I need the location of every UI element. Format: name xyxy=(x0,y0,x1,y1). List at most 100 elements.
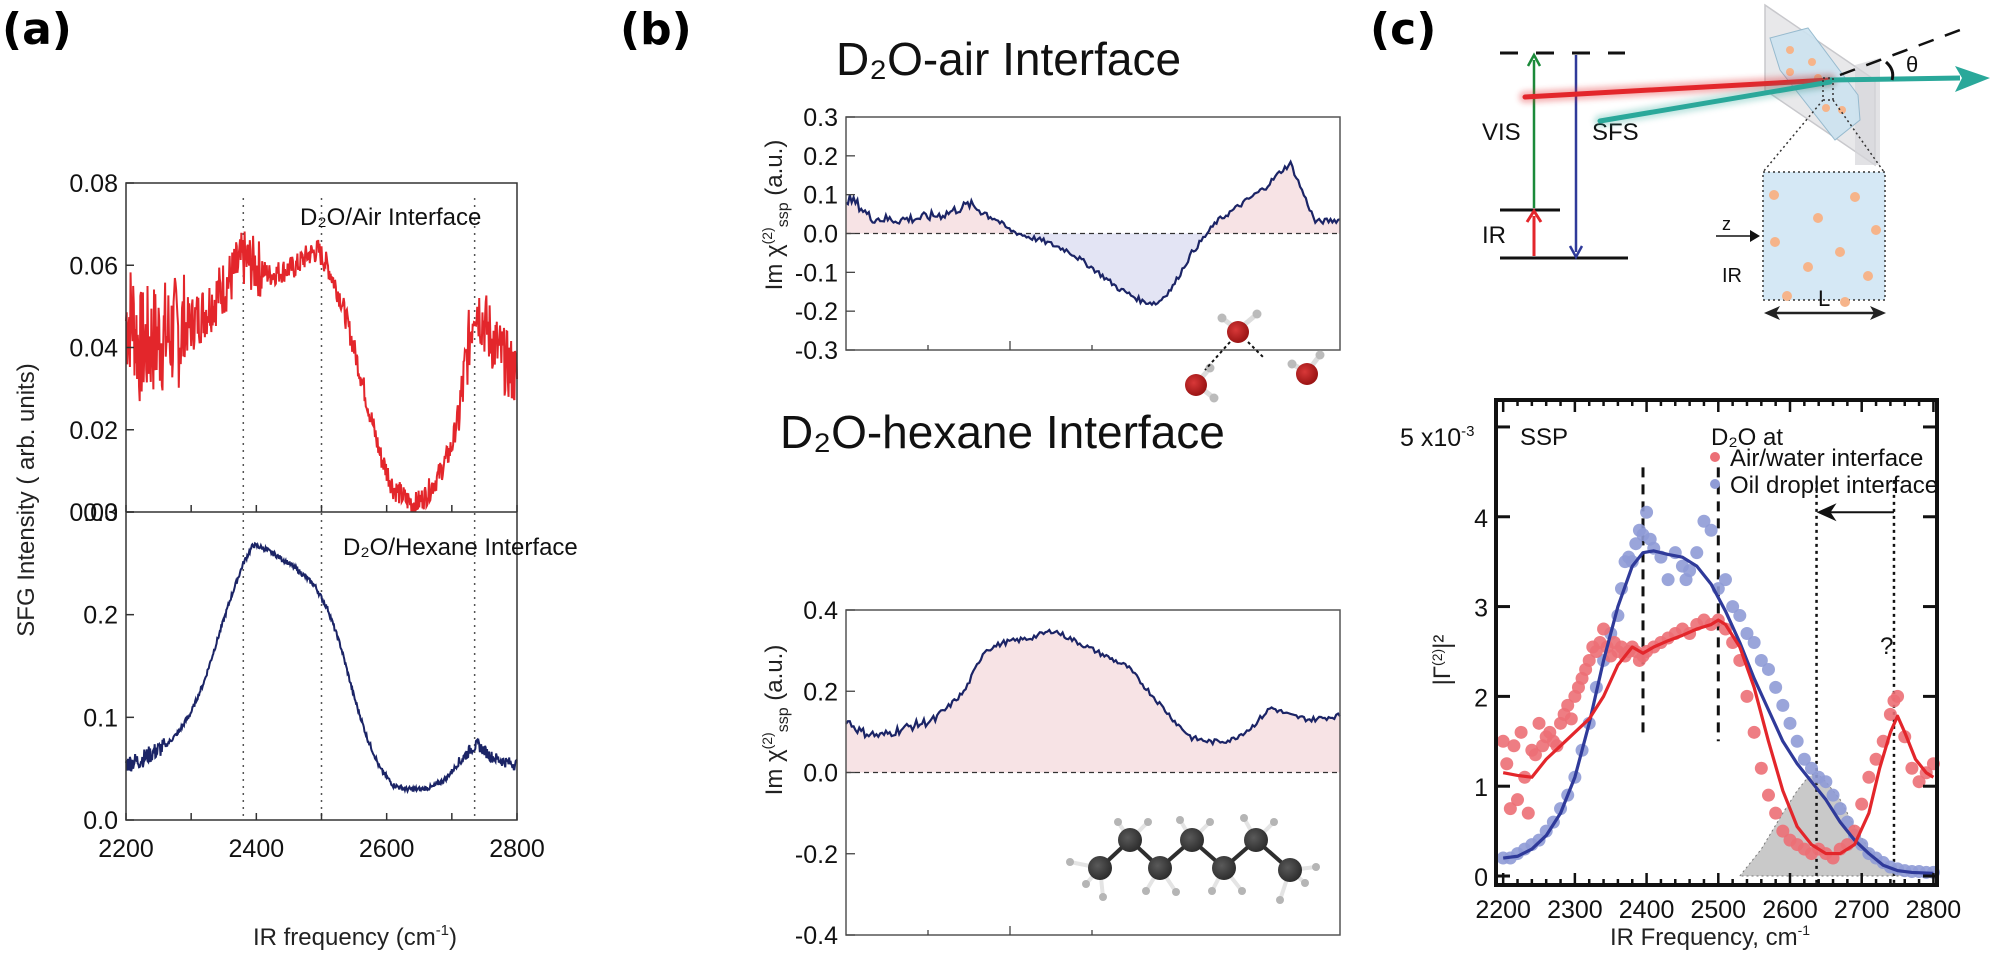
energy-level-diagram: VIS SFS IR xyxy=(1482,51,1639,260)
z-arrow-icon xyxy=(1750,230,1760,242)
y-tick-label: 0.2 xyxy=(83,602,118,630)
y-tick-label: 0.4 xyxy=(803,597,838,625)
fit-line xyxy=(1502,549,1934,875)
x-tick-label: 2600 xyxy=(359,835,415,863)
panel-a-bottom-plot xyxy=(125,541,518,795)
x-tick-label: 2400 xyxy=(229,835,285,863)
y-tick-label: 0.0 xyxy=(803,760,838,788)
xlabel-main: IR Frequency, cm xyxy=(1610,924,1798,951)
y-scale-sup: -3 xyxy=(1461,423,1474,440)
x-tick-label: 2500 xyxy=(1690,896,1746,924)
data-point xyxy=(1582,653,1596,667)
data-point xyxy=(1869,752,1883,766)
y-tick-label: -0.2 xyxy=(795,841,838,869)
panel-b-top-title: D₂O-air Interface xyxy=(836,33,1181,85)
carbon-atom xyxy=(1088,856,1112,880)
hydrogen-atom xyxy=(1176,816,1184,824)
positive-area-fill xyxy=(846,629,1340,773)
xlabel-sup: -1 xyxy=(1798,922,1811,938)
hydrogen-atom xyxy=(1172,888,1180,896)
data-point xyxy=(1697,514,1711,528)
data-point xyxy=(1797,752,1811,766)
ylabel-sup: (2) xyxy=(759,732,775,749)
ylabel-suffix: (a.u.) xyxy=(761,140,788,203)
data-point xyxy=(1690,546,1704,560)
data-point xyxy=(1855,797,1869,811)
y-tick-label: 0.2 xyxy=(803,143,838,171)
y-tick-label: 2 xyxy=(1474,684,1488,712)
y-tick-label: 0.3 xyxy=(803,104,838,132)
data-point xyxy=(1826,788,1840,802)
panel-a-xlabel-text: IR frequency (cm xyxy=(253,924,436,951)
y-tick-label: 0.04 xyxy=(69,335,118,363)
hydrogen-atom xyxy=(1082,880,1090,888)
y-tick-label: 0.08 xyxy=(69,170,118,198)
d2o-hexane-sfg-line xyxy=(125,541,518,795)
hydrogen-atom xyxy=(1206,818,1214,826)
data-point xyxy=(1761,788,1775,802)
panel-a-xlabel-close: ) xyxy=(449,924,457,951)
y-tick-label: 0.0 xyxy=(83,807,118,835)
data-point xyxy=(1718,573,1732,587)
ylabel-prefix: Im χ xyxy=(761,244,788,290)
y-scale-label: 5 x10-3 xyxy=(1400,423,1475,452)
y-tick-label: 0.0 xyxy=(803,221,838,249)
data-point xyxy=(1754,761,1768,775)
x-tick-label: 2800 xyxy=(489,835,545,863)
data-point xyxy=(1561,698,1575,712)
sfg-beam xyxy=(1829,75,1961,83)
x-tick-label: 2400 xyxy=(1619,896,1675,924)
data-point xyxy=(1733,609,1747,623)
question-mark: ? xyxy=(1880,633,1893,660)
panel-b-bottom-ylabel: Im χ(2)ssp (a.u.) xyxy=(759,645,792,796)
shift-arrowhead-icon xyxy=(1816,503,1837,522)
legend-title: D₂O at xyxy=(1711,424,1783,451)
x-tick-label: 2300 xyxy=(1547,896,1603,924)
reflection-normal xyxy=(1839,28,1961,77)
data-point xyxy=(1532,716,1546,730)
panel-c-ylabel: |Γ(2)|² xyxy=(1429,635,1456,686)
ylabel-sub: ssp xyxy=(775,202,792,227)
data-point xyxy=(1629,537,1643,551)
carbon-atom xyxy=(1244,828,1268,852)
fit-line xyxy=(1502,618,1935,856)
y-tick-label: -0.4 xyxy=(795,922,838,950)
panel-a: D₂O/Air Interface D₂O/Hexane Interface S… xyxy=(13,170,578,951)
ylabel-main: |Γ xyxy=(1429,666,1456,685)
hydrogen-atom xyxy=(1276,896,1284,904)
panel-a-ylabel: SFG Intensity ( arb. units) xyxy=(13,363,40,636)
im-chi2-line xyxy=(845,159,1341,307)
ir-beam xyxy=(1522,77,1833,100)
positive-area-fill xyxy=(846,161,1340,234)
data-point xyxy=(1503,802,1517,816)
data-point xyxy=(1776,698,1790,712)
y-tick-label: 0.00 xyxy=(69,499,118,527)
data-point xyxy=(1511,793,1525,807)
carbon-atom xyxy=(1118,828,1142,852)
angle-arc xyxy=(1884,60,1895,81)
y-tick-label: 0 xyxy=(1474,864,1488,892)
ylabel-prefix: Im χ xyxy=(761,749,788,795)
data-point xyxy=(1769,806,1783,820)
oxygen-atom xyxy=(1227,321,1249,343)
data-point xyxy=(1726,600,1740,614)
hexane-molecule-icon xyxy=(1066,814,1320,904)
y-tick-label: 0.2 xyxy=(803,678,838,706)
y-tick-label: -0.3 xyxy=(795,337,838,365)
panel-b: D₂O-air Interface D₂O-hexane Interface 0… xyxy=(759,33,1341,950)
x-tick-label: 2200 xyxy=(98,835,154,863)
data-point xyxy=(1862,770,1876,784)
data-point xyxy=(1883,707,1897,721)
ir-magnified-label: IR xyxy=(1722,265,1742,287)
panel-c: VIS SFS IR θ xyxy=(1400,3,1990,951)
theta-label: θ xyxy=(1906,52,1918,77)
panel-b-bottom-title: D₂O-hexane Interface xyxy=(780,406,1225,458)
ylabel-sub: ssp xyxy=(775,707,792,732)
carbon-atom xyxy=(1212,856,1236,880)
data-point xyxy=(1500,757,1514,771)
hydrogen-atom xyxy=(1270,818,1278,826)
hydrogen-atom xyxy=(1142,887,1150,895)
data-point xyxy=(1550,739,1564,753)
y-tick-label: 3 xyxy=(1474,595,1488,623)
